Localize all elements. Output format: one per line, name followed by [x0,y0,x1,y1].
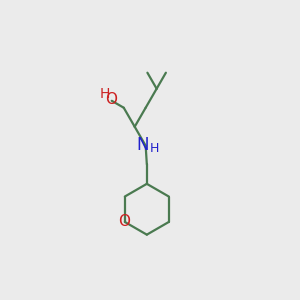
Text: H: H [150,142,159,154]
Text: H: H [100,87,110,101]
Text: N: N [136,136,149,154]
Text: O: O [118,214,130,230]
Text: O: O [105,92,117,107]
